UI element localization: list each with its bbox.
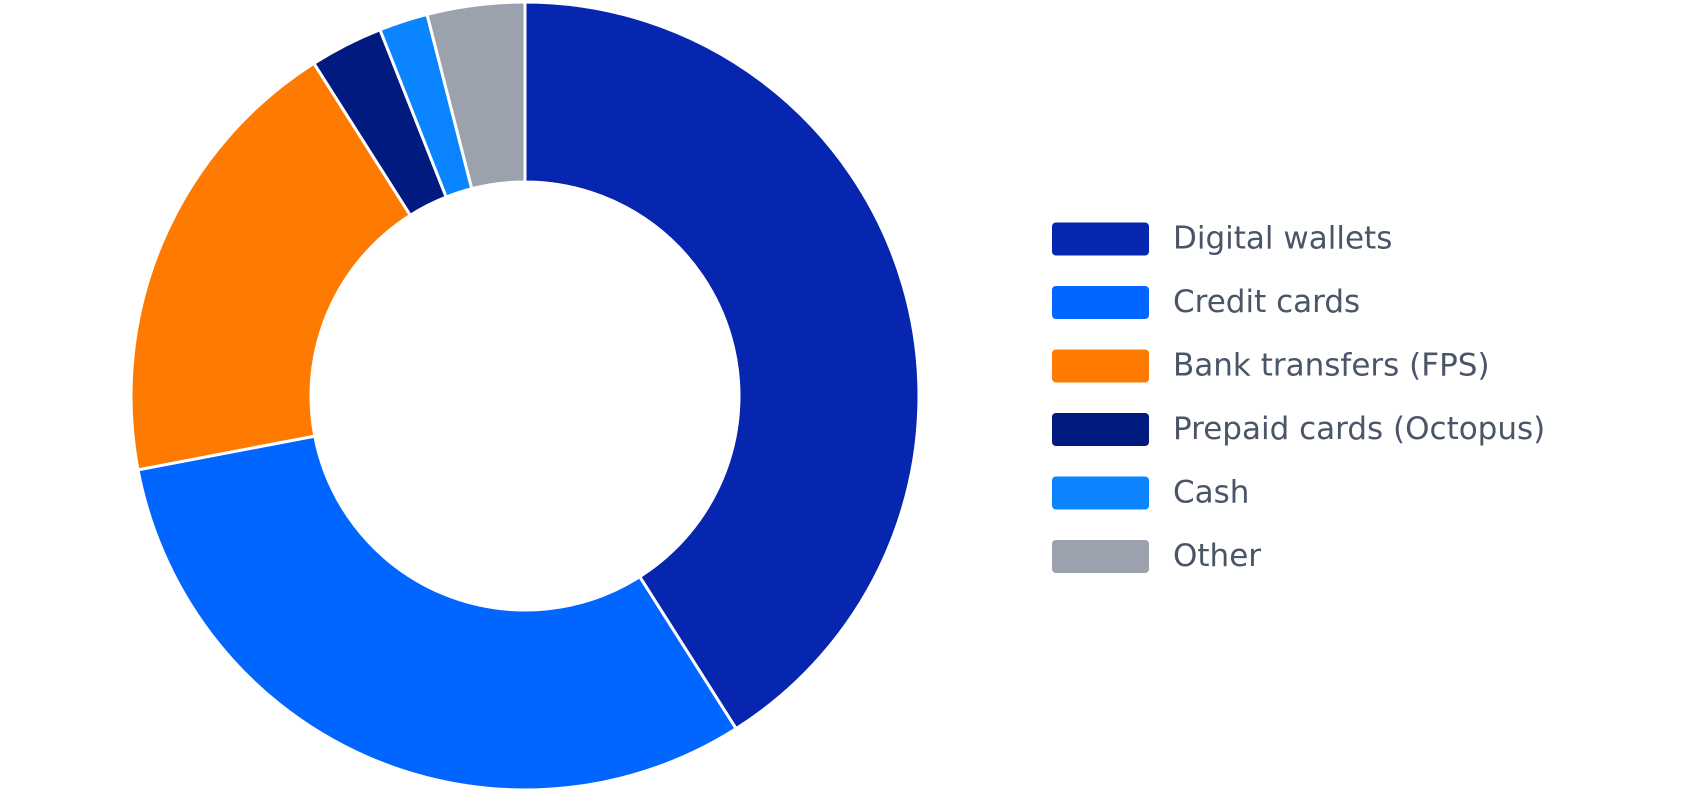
legend-swatch: [1052, 286, 1149, 319]
legend-label: Credit cards: [1173, 284, 1360, 320]
legend-label: Bank transfers (FPS): [1173, 348, 1490, 384]
legend-swatch: [1052, 413, 1149, 446]
donut-slice: [129, 61, 413, 472]
donut-slice: [425, 0, 527, 191]
legend-label: Other: [1173, 538, 1261, 574]
legend-swatch: [1052, 476, 1149, 510]
legend-label: Cash: [1173, 475, 1249, 511]
legend-label: Digital wallets: [1173, 221, 1392, 257]
legend-swatch: [1052, 349, 1149, 383]
donut-slice: [523, 0, 921, 731]
legend-label: Prepaid cards (Octopus): [1173, 411, 1545, 447]
donut-slice: [136, 434, 739, 792]
legend-swatch: [1052, 540, 1149, 573]
legend-swatch: [1052, 222, 1149, 256]
